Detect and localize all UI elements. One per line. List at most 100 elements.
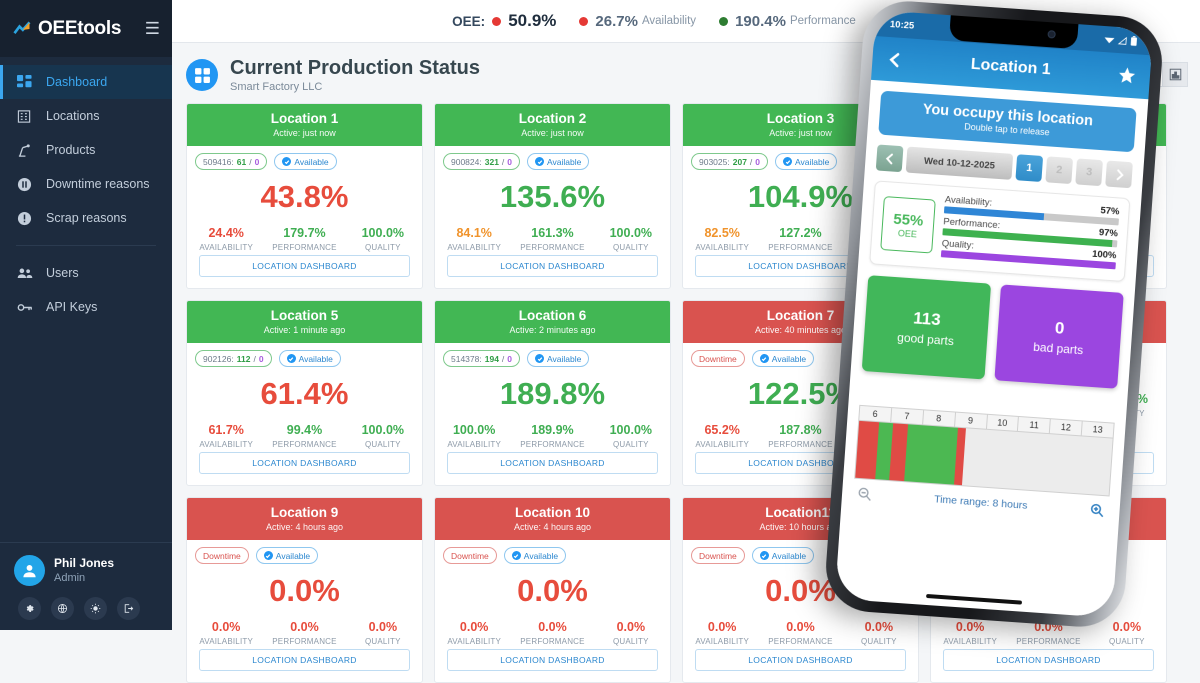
shift-selector: Wed 10-12-2025 1 2 3: [875, 144, 1133, 189]
parts-counters: 113 good parts 0 bad parts: [861, 275, 1124, 389]
card-availability-value: 84.1%: [456, 226, 492, 241]
back-chevron-icon[interactable]: [886, 50, 904, 68]
location-card[interactable]: Location 10 Active: 4 hours ago Downtime…: [434, 497, 671, 683]
phone-status-bar: 10:25: [874, 10, 1154, 56]
user-name: Phil Jones: [54, 555, 115, 570]
card-metrics: 0.0% AVAILABILITY 0.0% PERFORMANCE 0.0% …: [435, 620, 670, 646]
brand-header: OEEtools ☰: [0, 0, 172, 57]
performance-bar-value: 97%: [1098, 227, 1119, 240]
phone-oee-value: 55%: [892, 210, 924, 230]
location-dashboard-button[interactable]: LOCATION DASHBOARD: [199, 255, 410, 277]
location-card[interactable]: Location 2 Active: just now 900824: 321/…: [434, 103, 671, 289]
sidebar-item-label: Scrap reasons: [46, 211, 127, 225]
card-quality-label: QUALITY: [365, 440, 401, 450]
timeline-segment: [904, 424, 958, 485]
location-dashboard-button[interactable]: LOCATION DASHBOARD: [447, 452, 658, 474]
zoom-in-icon[interactable]: [1089, 502, 1105, 518]
sidebar-item-downtime-reasons[interactable]: Downtime reasons: [0, 167, 172, 201]
location-card[interactable]: Location 5 Active: 1 minute ago 902126: …: [186, 300, 423, 486]
location-dashboard-button[interactable]: LOCATION DASHBOARD: [447, 649, 658, 671]
card-quality: 100.0% QUALITY: [344, 226, 422, 252]
sidebar-item-products[interactable]: Products: [0, 133, 172, 167]
availability-status-dot: [579, 16, 589, 26]
card-performance: 0.0% PERFORMANCE: [265, 620, 343, 646]
timeline-panel: 6 7 8 9 10 11 12 13 Time range: 8 hours: [853, 404, 1115, 519]
card-performance-value: 0.0%: [290, 620, 319, 635]
card-availability: 84.1% AVAILABILITY: [435, 226, 513, 252]
card-title: Location 9: [270, 505, 339, 520]
card-performance-label: PERFORMANCE: [272, 243, 337, 253]
shift-button-1[interactable]: 1: [1015, 154, 1044, 182]
location-dashboard-button[interactable]: LOCATION DASHBOARD: [447, 255, 658, 277]
card-title: Location 3: [766, 111, 835, 126]
card-availability: 82.5% AVAILABILITY: [683, 226, 761, 252]
card-badges: Downtime Available: [187, 540, 422, 565]
availability-badge: Available: [255, 547, 319, 565]
check-icon: [759, 354, 769, 364]
settings-gear-icon[interactable]: [18, 597, 41, 620]
location-card[interactable]: Location 1 Active: just now 509416: 61/0…: [186, 103, 423, 289]
card-performance-label: PERFORMANCE: [272, 637, 337, 647]
check-icon: [535, 354, 545, 364]
card-header: Location 9 Active: 4 hours ago: [187, 498, 422, 541]
card-performance: 187.8% PERFORMANCE: [761, 423, 839, 449]
location-dashboard-button[interactable]: LOCATION DASHBOARD: [943, 649, 1154, 671]
bad-parts-box[interactable]: 0 bad parts: [994, 284, 1124, 389]
check-icon: [286, 354, 296, 364]
shift-date[interactable]: Wed 10-12-2025: [905, 146, 1014, 180]
card-performance-value: 0.0%: [538, 620, 567, 635]
oee-label: OEE:: [452, 13, 486, 29]
phone-oee-box: 55% OEE: [880, 196, 936, 254]
card-oee-value: 135.6%: [499, 179, 606, 215]
user-role: Admin: [54, 572, 86, 585]
star-icon[interactable]: [1117, 66, 1136, 85]
occupy-location-button[interactable]: You occupy this location Double tap to r…: [878, 90, 1137, 153]
card-performance-value: 161.3%: [531, 226, 574, 241]
sidebar-item-api-keys[interactable]: API Keys: [0, 290, 172, 324]
card-quality-value: 100.0%: [609, 226, 653, 241]
card-oee-value: 43.8%: [260, 179, 349, 215]
page-header: Current Production Status Smart Factory …: [172, 43, 1200, 103]
sidebar-footer-divider: [0, 541, 172, 543]
location-dashboard-button[interactable]: LOCATION DASHBOARD: [199, 649, 410, 671]
card-metrics: 61.7% AVAILABILITY 99.4% PERFORMANCE 100…: [187, 423, 422, 449]
prev-chevron-icon[interactable]: [875, 144, 904, 173]
location-dashboard-button[interactable]: LOCATION DASHBOARD: [695, 649, 906, 671]
shift-button-3[interactable]: 3: [1075, 158, 1103, 187]
location-dashboard-button[interactable]: LOCATION DASHBOARD: [199, 452, 410, 474]
front-camera-icon: [1047, 30, 1056, 39]
user-profile[interactable]: Phil Jones Admin: [0, 554, 172, 586]
sidebar-item-users[interactable]: Users: [0, 256, 172, 290]
availability-badge: Available: [775, 153, 838, 171]
globe-icon[interactable]: [51, 597, 74, 620]
hamburger-icon[interactable]: ☰: [144, 18, 160, 38]
logout-icon[interactable]: [117, 597, 140, 620]
card-performance: 0.0% PERFORMANCE: [761, 620, 839, 646]
availability-badge: Available: [751, 547, 815, 565]
card-availability-label: AVAILABILITY: [695, 243, 749, 253]
card-performance-value: 127.2%: [779, 226, 822, 241]
sidebar-item-label: Users: [46, 266, 79, 280]
sidebar-item-scrap-reasons[interactable]: Scrap reasons: [0, 201, 172, 235]
card-availability-value: 0.0%: [211, 620, 241, 635]
card-performance-label: PERFORMANCE: [768, 243, 833, 253]
timeline-range-text: Time range: 8 hours: [933, 492, 1028, 512]
sidebar-item-dashboard[interactable]: Dashboard: [0, 65, 172, 99]
card-title: Location 7: [766, 308, 835, 323]
shift-button-2[interactable]: 2: [1045, 156, 1074, 185]
check-icon: [511, 551, 521, 561]
sidebar-item-locations[interactable]: Locations: [0, 99, 172, 133]
card-metrics: 84.1% AVAILABILITY 161.3% PERFORMANCE 10…: [435, 226, 670, 252]
card-metrics: 100.0% AVAILABILITY 189.9% PERFORMANCE 1…: [435, 423, 670, 449]
good-parts-box[interactable]: 113 good parts: [861, 275, 992, 380]
location-card[interactable]: Location 6 Active: 2 minutes ago 514378:…: [434, 300, 671, 486]
good-parts-label: good parts: [896, 329, 955, 348]
location-card[interactable]: Location 9 Active: 4 hours ago Downtime …: [186, 497, 423, 683]
card-quality: 100.0% QUALITY: [344, 423, 422, 449]
next-chevron-icon[interactable]: [1105, 160, 1133, 189]
card-title: Location 10: [514, 505, 590, 520]
card-performance-label: PERFORMANCE: [520, 440, 585, 450]
zoom-out-icon[interactable]: [857, 486, 873, 502]
bar-chart-view-button[interactable]: [1163, 62, 1188, 87]
brightness-icon[interactable]: [84, 597, 107, 620]
